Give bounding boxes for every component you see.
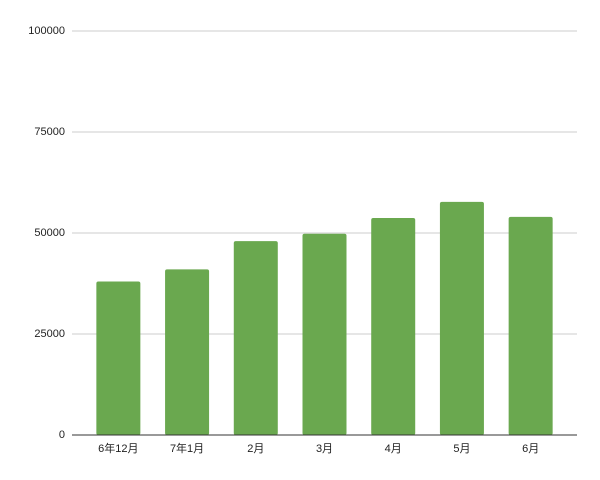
x-tick-label: 6月 [522, 443, 539, 455]
x-tick-label: 2月 [247, 443, 264, 455]
bar [302, 233, 347, 435]
bar [371, 218, 416, 435]
x-tick-label: 6年12月 [98, 441, 138, 455]
bar [233, 241, 278, 435]
y-tick-label: 75000 [34, 126, 65, 138]
x-tick-label: 5月 [453, 443, 470, 455]
y-tick-label: 0 [59, 429, 65, 441]
bar [508, 216, 553, 435]
x-tick-label: 3月 [316, 443, 333, 455]
y-tick-label: 50000 [34, 227, 65, 239]
x-tick-label: 7年1月 [170, 441, 204, 455]
bar [96, 281, 141, 435]
y-tick-label: 25000 [34, 328, 65, 340]
bar [165, 269, 210, 435]
bar [439, 201, 484, 435]
x-tick-label: 4月 [385, 443, 402, 455]
y-tick-label: 100000 [28, 25, 65, 37]
